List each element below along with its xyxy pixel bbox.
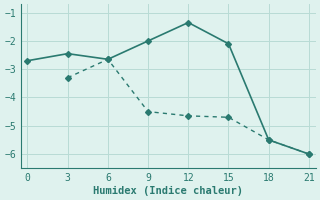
X-axis label: Humidex (Indice chaleur): Humidex (Indice chaleur) bbox=[93, 186, 243, 196]
